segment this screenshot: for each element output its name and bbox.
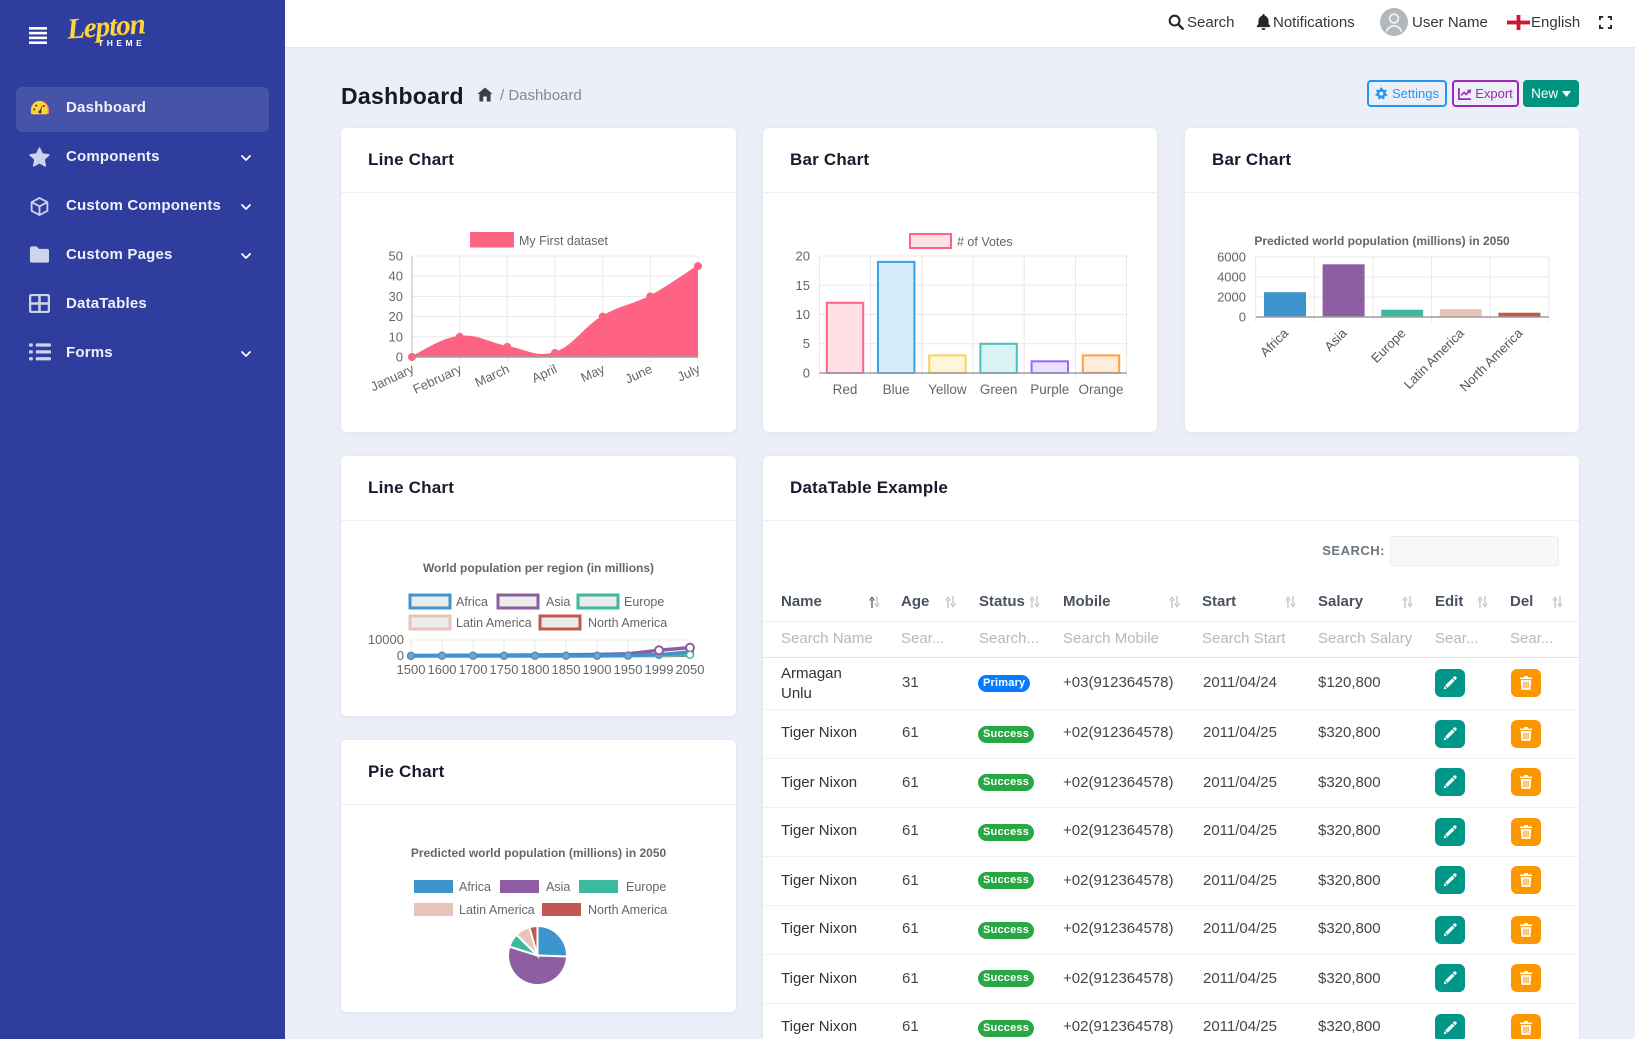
svg-text:6000: 6000 [1217, 250, 1246, 265]
svg-text:1999: 1999 [645, 662, 674, 677]
svg-text:Africa: Africa [459, 880, 491, 894]
svg-text:1850: 1850 [552, 662, 581, 677]
svg-text:July: July [675, 361, 703, 385]
svg-text:Predicted world population (mi: Predicted world population (millions) in… [1254, 234, 1510, 248]
svg-text:40: 40 [389, 269, 403, 284]
svg-text:0: 0 [1239, 310, 1246, 325]
svg-text:Yellow: Yellow [928, 382, 967, 397]
svg-text:10: 10 [796, 307, 810, 322]
svg-text:March: March [472, 361, 511, 390]
svg-text:30: 30 [389, 289, 403, 304]
svg-text:4000: 4000 [1217, 270, 1246, 285]
svg-text:Purple: Purple [1030, 382, 1069, 397]
svg-text:Africa: Africa [1257, 325, 1292, 360]
svg-text:North America: North America [588, 903, 667, 917]
svg-text:1800: 1800 [521, 662, 550, 677]
svg-text:20: 20 [796, 249, 810, 264]
svg-text:North America: North America [1457, 325, 1526, 394]
svg-text:Asia: Asia [546, 595, 570, 609]
svg-text:Latin America: Latin America [456, 616, 532, 630]
svg-text:1900: 1900 [583, 662, 612, 677]
svg-text:June: June [623, 361, 655, 387]
svg-text:0: 0 [803, 366, 810, 381]
svg-text:Europe: Europe [1368, 326, 1408, 366]
svg-text:Blue: Blue [883, 382, 910, 397]
svg-text:2000: 2000 [1217, 290, 1246, 305]
svg-text:50: 50 [389, 249, 403, 264]
svg-text:Orange: Orange [1078, 382, 1123, 397]
svg-text:Predicted world population (mi: Predicted world population (millions) in… [411, 846, 667, 860]
svg-text:North America: North America [588, 616, 667, 630]
svg-text:1500: 1500 [397, 662, 426, 677]
svg-text:Asia: Asia [1321, 325, 1350, 354]
svg-text:February: February [410, 361, 464, 397]
svg-text:15: 15 [796, 278, 810, 293]
svg-text:5: 5 [803, 336, 810, 351]
svg-text:1950: 1950 [614, 662, 643, 677]
svg-text:1700: 1700 [459, 662, 488, 677]
svg-text:January: January [368, 361, 417, 394]
svg-text:1750: 1750 [490, 662, 519, 677]
svg-text:Red: Red [833, 382, 858, 397]
svg-text:1600: 1600 [428, 662, 457, 677]
svg-text:Africa: Africa [456, 595, 488, 609]
svg-text:Europe: Europe [626, 880, 666, 894]
svg-text:20: 20 [389, 309, 403, 324]
svg-text:April: April [529, 361, 559, 386]
svg-text:Europe: Europe [624, 595, 664, 609]
svg-text:0: 0 [397, 648, 404, 663]
svg-text:Green: Green [980, 382, 1018, 397]
svg-text:10: 10 [389, 329, 403, 344]
svg-text:World population per region (i: World population per region (in millions… [423, 561, 654, 575]
svg-text:Asia: Asia [546, 880, 570, 894]
svg-text:My First dataset: My First dataset [519, 234, 608, 248]
svg-text:# of Votes: # of Votes [957, 235, 1013, 249]
svg-text:0: 0 [396, 350, 403, 365]
svg-text:May: May [578, 361, 607, 385]
svg-text:10000: 10000 [368, 632, 404, 647]
svg-text:Latin America: Latin America [459, 903, 535, 917]
svg-text:2050: 2050 [676, 662, 705, 677]
